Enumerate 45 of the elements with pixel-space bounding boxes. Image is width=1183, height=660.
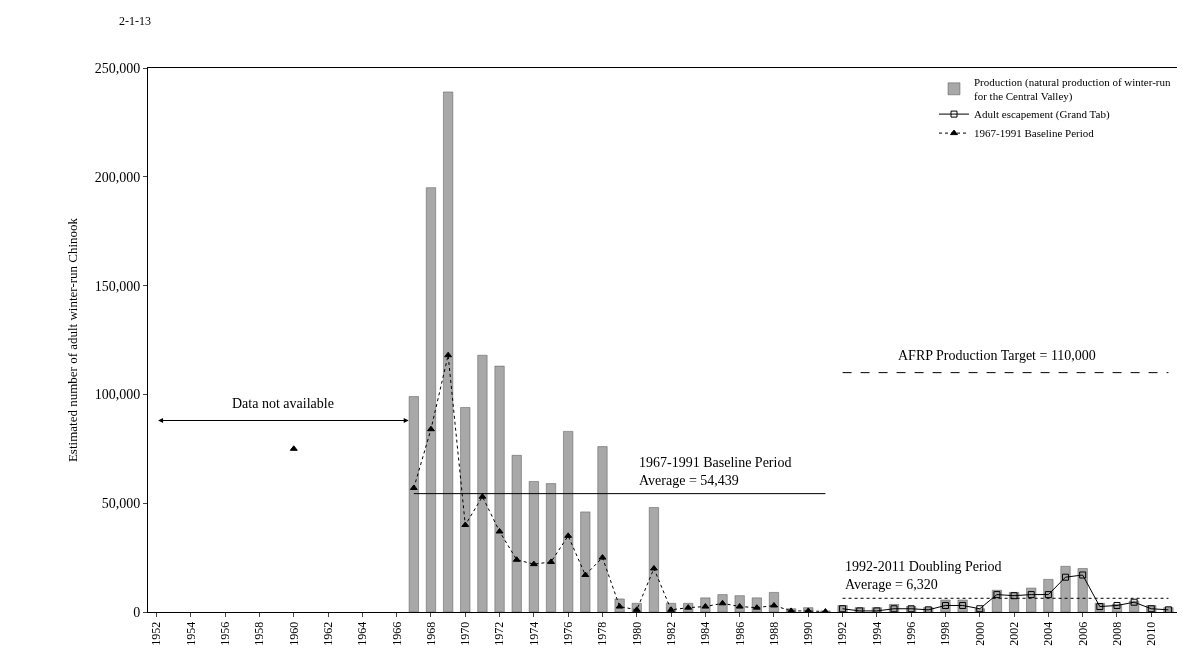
x-tick-label: 2010 <box>1144 621 1159 646</box>
x-tick-label: 1968 <box>423 621 438 646</box>
annotation: 1992-2011 Doubling Period Average = 6,320 <box>845 559 1002 593</box>
x-tick-label: 1992 <box>835 621 850 646</box>
x-tick-label: 2002 <box>1006 621 1021 646</box>
x-tick-label: 1980 <box>629 621 644 646</box>
x-tick-label: 1988 <box>766 621 781 646</box>
x-tick-label: 2008 <box>1109 621 1124 646</box>
annotation: 1967-1991 Baseline Period Average = 54,439 <box>639 455 792 489</box>
x-tick-label: 1962 <box>320 621 335 646</box>
x-tick-label: 1978 <box>595 621 610 646</box>
x-tick-label: 1990 <box>801 621 816 646</box>
y-tick-label: 100,000 <box>94 387 141 403</box>
x-tick-label: 1960 <box>286 621 301 646</box>
x-tick-label: 1964 <box>355 621 370 646</box>
x-tick-label: 1956 <box>218 621 233 646</box>
y-tick-label: 50,000 <box>101 496 141 512</box>
y-tick-label: 0 <box>133 604 141 620</box>
y-tick-label: 150,000 <box>94 278 141 294</box>
x-tick-label: 1966 <box>389 621 404 646</box>
x-tick-label: 1998 <box>938 621 953 646</box>
x-tick-label: 1952 <box>149 621 164 646</box>
x-tick-label: 2004 <box>1041 621 1056 646</box>
x-tick-label: 1954 <box>183 621 198 646</box>
x-tick-label: 1958 <box>252 621 267 646</box>
x-tick-label: 1994 <box>869 621 884 646</box>
x-tick-label: 1976 <box>561 621 576 646</box>
legend-label: 1967-1991 Baseline Period <box>974 127 1095 140</box>
x-tick-label: 1984 <box>698 621 713 646</box>
y-axis-title: Estimated number of adult winter-run Chinook <box>64 217 80 463</box>
annotation: AFRP Production Target = 110,000 <box>898 348 1096 363</box>
text: 2-1-13 <box>119 14 151 28</box>
x-tick-label: 1986 <box>732 621 747 646</box>
x-tick-label: 2006 <box>1075 621 1090 646</box>
legend-label: Adult escapement (Grand Tab) <box>974 108 1110 122</box>
annotation: Data not available <box>232 396 334 411</box>
y-tick-label: 200,000 <box>94 169 141 185</box>
y-tick-label: 250,000 <box>94 60 141 76</box>
legend-label: Production (natural production of winter-run for the Central Valley) <box>974 75 1172 104</box>
x-tick-label: 1982 <box>663 621 678 646</box>
x-tick-label: 1996 <box>904 621 919 646</box>
x-tick-label: 1972 <box>492 621 507 646</box>
x-tick-label: 1970 <box>458 621 473 646</box>
x-tick-label: 2000 <box>972 621 987 646</box>
x-tick-label: 1974 <box>526 621 541 646</box>
